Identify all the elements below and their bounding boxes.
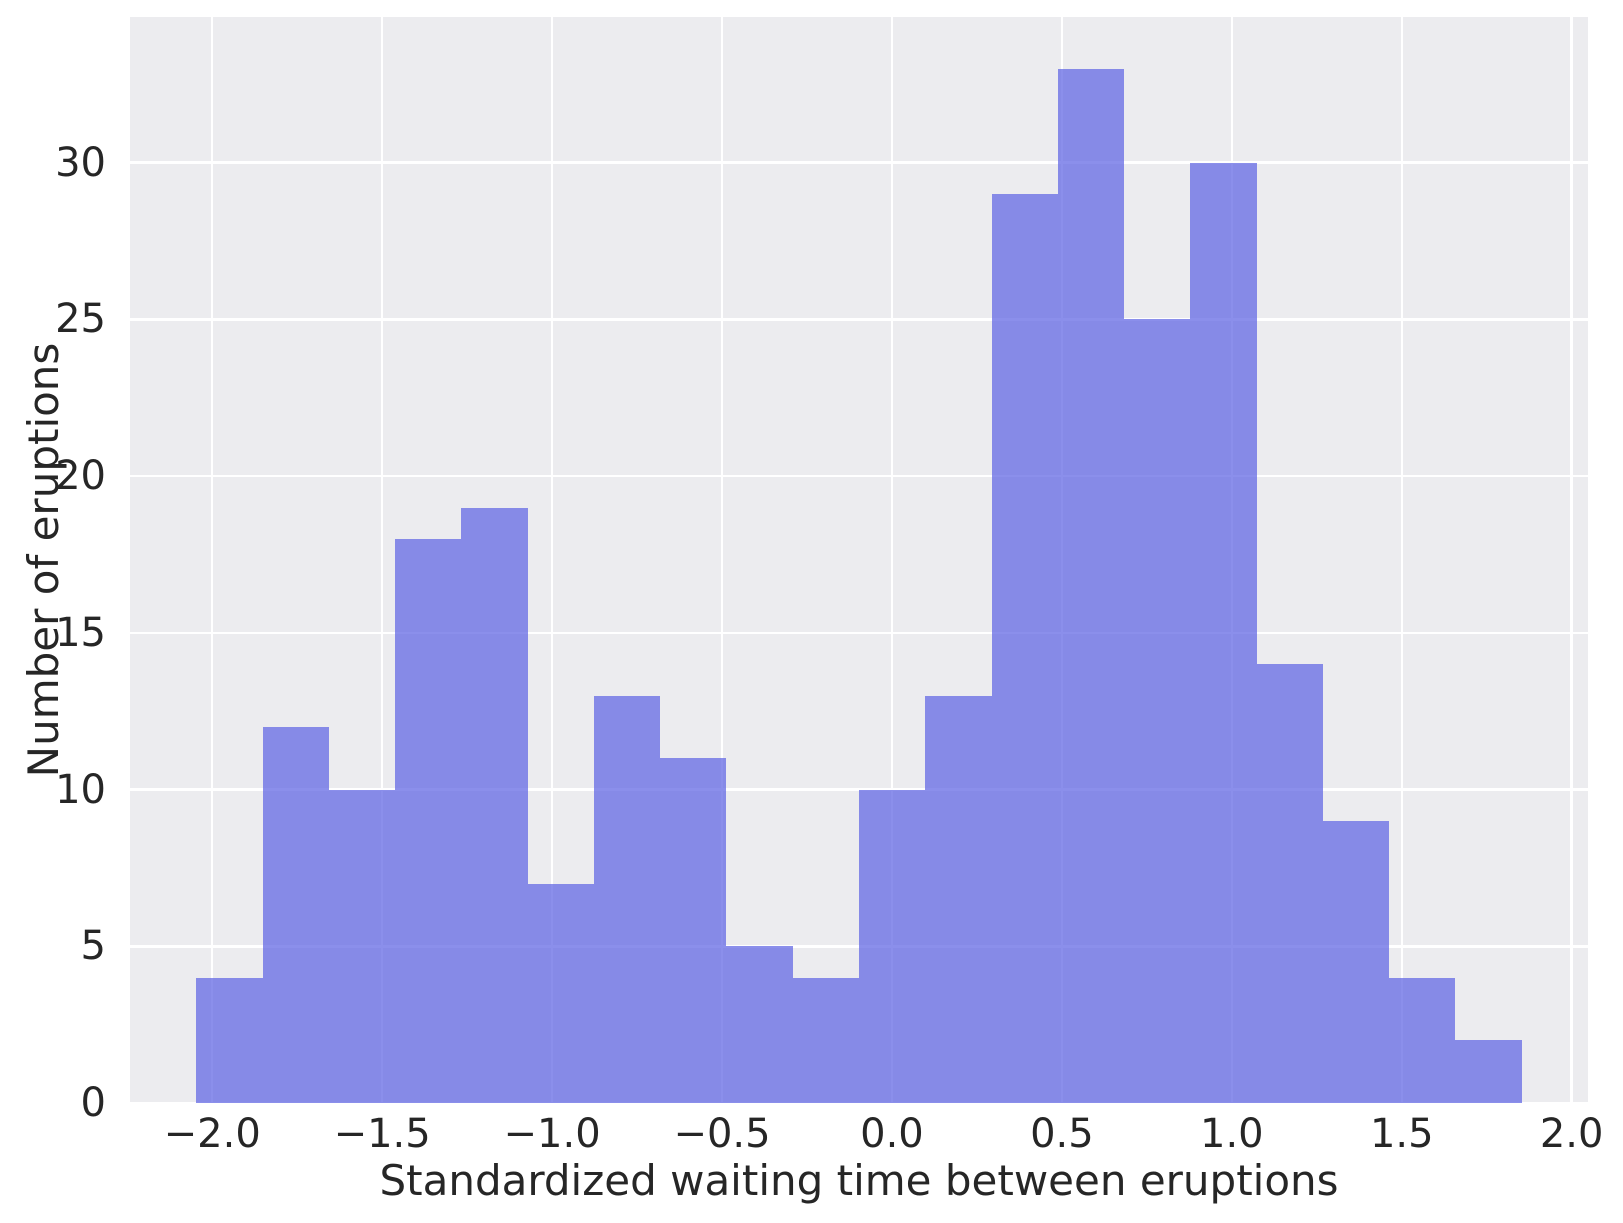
- x-gridline: [550, 17, 554, 1103]
- x-gridline: [890, 17, 894, 1103]
- y-tick-label: 25: [55, 296, 106, 343]
- y-tick-labels: 0 5 10 15 20 25 30: [0, 17, 118, 1126]
- x-gridline: [720, 17, 724, 1103]
- histogram-bar: [1190, 162, 1257, 1103]
- histogram-bar: [726, 946, 793, 1103]
- y-tick-label: 20: [55, 453, 106, 500]
- histogram-bar: [593, 695, 661, 1103]
- histogram-bar: [1256, 664, 1323, 1103]
- x-gridline: [380, 17, 384, 1103]
- y-gridline: [130, 474, 1588, 478]
- x-gridline: [1400, 17, 1403, 1103]
- y-tick-label: 5: [80, 923, 106, 970]
- histogram-bar: [328, 789, 396, 1103]
- x-gridline: [1570, 17, 1573, 1103]
- y-gridline: [130, 631, 1588, 635]
- y-gridline: [130, 318, 1588, 321]
- histogram-bar: [792, 977, 859, 1103]
- x-tick-label: 2.0: [1539, 1111, 1604, 1157]
- x-tick-label: 0.5: [1030, 1111, 1094, 1157]
- y-tick-label: 0: [80, 1080, 106, 1126]
- histogram-bar: [859, 789, 926, 1103]
- y-tick-label: 30: [55, 139, 106, 186]
- histogram-bar: [461, 507, 528, 1103]
- histogram-bar: [991, 194, 1058, 1103]
- x-tick-label: 0.0: [860, 1111, 924, 1157]
- histogram-bar: [1322, 820, 1390, 1103]
- histogram-bar: [1455, 1040, 1522, 1103]
- y-tick-label: 15: [55, 609, 106, 656]
- plot-area: [130, 17, 1588, 1103]
- x-axis-label: Standardized waiting time between erupti…: [379, 1156, 1339, 1205]
- histogram-bar: [1124, 319, 1191, 1103]
- x-tick-label: −0.5: [673, 1111, 771, 1157]
- histogram-bar: [527, 883, 594, 1103]
- x-tick-label: 1.5: [1369, 1111, 1434, 1157]
- histogram-bar: [1389, 977, 1456, 1103]
- histogram-bar: [660, 758, 727, 1103]
- histogram-bar: [262, 726, 329, 1103]
- histogram-bar: [395, 538, 462, 1103]
- y-gridline: [130, 161, 1588, 164]
- x-tick-label: 1.0: [1200, 1111, 1264, 1157]
- x-tick-labels: −2.0 −1.5 −1.0 −0.5 0.0 0.5 1.0 1.5 2.0: [130, 1103, 1604, 1163]
- histogram-bar: [925, 695, 992, 1103]
- histogram-bar: [196, 977, 263, 1103]
- x-tick-label: −1.0: [503, 1111, 601, 1157]
- x-gridline: [210, 17, 214, 1103]
- y-tick-label: 10: [55, 766, 106, 813]
- histogram-bar: [1057, 68, 1125, 1103]
- x-tick-label: −1.5: [333, 1111, 431, 1157]
- x-tick-label: −2.0: [163, 1111, 261, 1157]
